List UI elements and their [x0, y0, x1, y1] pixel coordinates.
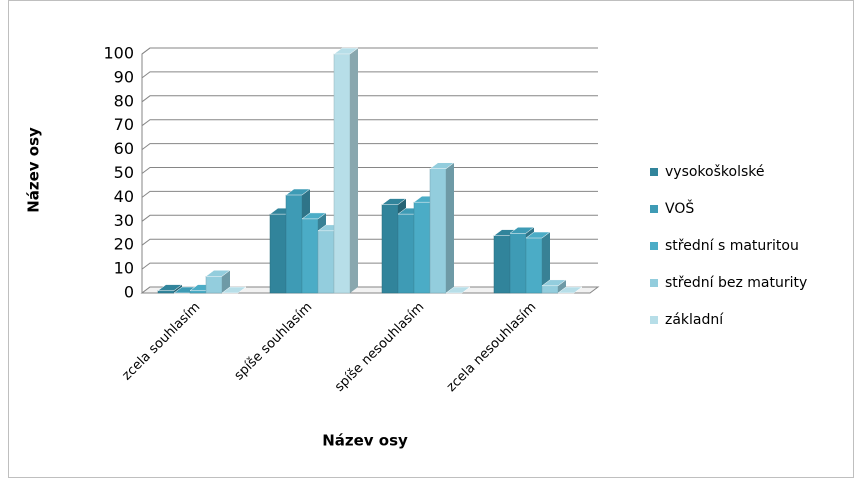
- bar-side: [350, 48, 358, 293]
- bar: [413, 201, 431, 294]
- bar: [541, 285, 559, 294]
- bar: [493, 235, 511, 294]
- y-axis: [141, 47, 151, 293]
- bar: [317, 230, 335, 294]
- y-tick-label: 60: [114, 139, 134, 158]
- bar-top: [221, 286, 247, 294]
- bar-top: [509, 227, 535, 234]
- bar-side: [446, 162, 454, 293]
- legend-label: vysokoškolské: [665, 164, 764, 180]
- bar-top: [445, 286, 471, 294]
- bar: [381, 204, 399, 294]
- grid-line: [141, 119, 598, 127]
- bar-side: [558, 279, 566, 293]
- bar-top: [429, 162, 455, 169]
- y-tick-label: 40: [114, 187, 134, 206]
- y-axis-title: Název osy: [25, 127, 43, 213]
- bar-side: [542, 232, 550, 293]
- y-tick-label: 90: [114, 67, 134, 86]
- x-axis-title: Název osy: [322, 432, 408, 450]
- legend-label: střední bez maturity: [665, 275, 807, 291]
- grid-line: [141, 143, 598, 151]
- bar: [285, 194, 303, 294]
- legend-swatch: [650, 205, 658, 213]
- bar-top: [157, 284, 183, 291]
- legend-swatch: [650, 279, 658, 287]
- legend-swatch: [650, 168, 658, 176]
- bar: [301, 218, 319, 294]
- legend-label: střední s maturitou: [665, 238, 799, 254]
- bar: [189, 290, 207, 294]
- legend-label: základní: [665, 312, 724, 328]
- bar-top: [205, 270, 231, 277]
- y-tick-label: 20: [114, 235, 134, 254]
- y-tick-label: 10: [114, 259, 134, 278]
- bar-side: [222, 270, 230, 293]
- bar-top: [285, 188, 311, 196]
- bar-top: [541, 279, 567, 287]
- bar: [269, 213, 287, 294]
- grid-line: [141, 95, 598, 103]
- bar-top: [301, 212, 327, 220]
- bar-top: [557, 286, 583, 294]
- bar: [205, 276, 223, 294]
- bar: [429, 168, 447, 294]
- legend-label: VOŠ: [665, 199, 694, 217]
- bar: [525, 237, 543, 294]
- bar: [509, 233, 527, 294]
- legend-swatch: [650, 242, 658, 250]
- y-tick-label: 80: [114, 91, 134, 110]
- bar-top: [381, 198, 407, 205]
- legend-swatch: [650, 316, 658, 324]
- bar: [157, 290, 175, 294]
- y-tick-label: 50: [114, 163, 134, 182]
- bar-side: [174, 284, 182, 293]
- grid-line: [141, 71, 598, 79]
- y-tick-label: 70: [114, 115, 134, 134]
- bar-top: [525, 231, 551, 239]
- bar-top: [333, 47, 359, 55]
- y-tick-label: 0: [124, 283, 134, 302]
- y-tick-label: 100: [103, 44, 134, 63]
- bar: [397, 213, 415, 294]
- bar: [333, 53, 351, 294]
- y-tick-label: 30: [114, 211, 134, 230]
